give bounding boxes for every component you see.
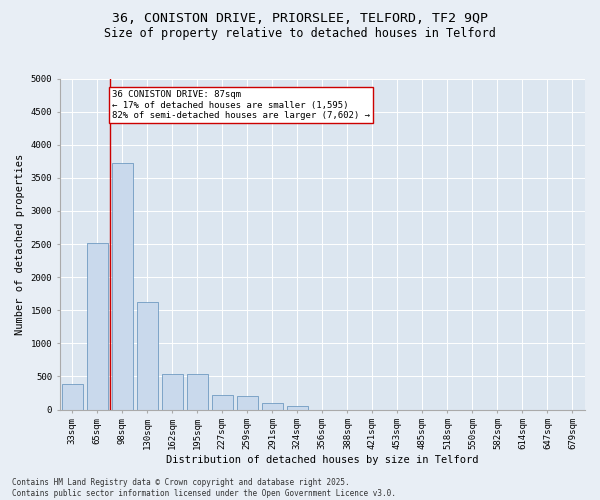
Text: 36 CONISTON DRIVE: 87sqm
← 17% of detached houses are smaller (1,595)
82% of sem: 36 CONISTON DRIVE: 87sqm ← 17% of detach… <box>112 90 370 120</box>
Text: 36, CONISTON DRIVE, PRIORSLEE, TELFORD, TF2 9QP: 36, CONISTON DRIVE, PRIORSLEE, TELFORD, … <box>112 12 488 26</box>
Bar <box>161 374 183 410</box>
Bar <box>187 374 208 410</box>
Bar <box>137 302 158 410</box>
Y-axis label: Number of detached properties: Number of detached properties <box>15 154 25 334</box>
Bar <box>262 403 283 409</box>
Bar <box>62 384 83 409</box>
Bar <box>212 395 233 409</box>
Text: Size of property relative to detached houses in Telford: Size of property relative to detached ho… <box>104 28 496 40</box>
Bar <box>86 242 108 410</box>
Bar <box>236 396 258 409</box>
Bar <box>287 406 308 409</box>
Text: Contains HM Land Registry data © Crown copyright and database right 2025.
Contai: Contains HM Land Registry data © Crown c… <box>12 478 396 498</box>
X-axis label: Distribution of detached houses by size in Telford: Distribution of detached houses by size … <box>166 455 479 465</box>
Bar <box>112 162 133 410</box>
